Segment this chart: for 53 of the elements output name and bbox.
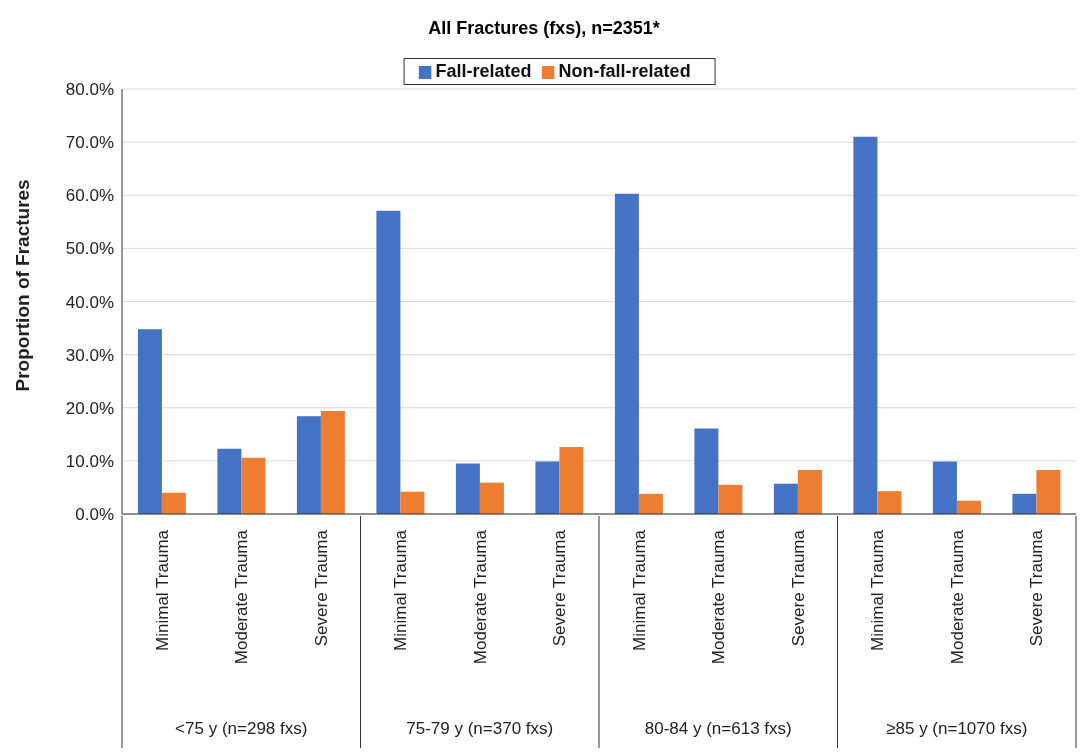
y-tick-label: 20.0%	[65, 398, 114, 418]
bar	[638, 493, 663, 514]
bar	[956, 500, 981, 514]
y-tick-label: 30.0%	[65, 345, 114, 365]
y-tick-label: 0.0%	[75, 505, 114, 525]
bar	[376, 210, 401, 514]
x-tick-label: Severe Trauma	[550, 529, 570, 647]
y-tick-label: 60.0%	[65, 186, 114, 206]
bar	[296, 416, 321, 514]
text: <75 y (n=298 fxs)	[175, 719, 308, 738]
x-tick-label: Moderate Trauma	[947, 529, 967, 665]
bar	[535, 461, 560, 514]
bar	[1036, 469, 1061, 514]
x-tick-label: Severe Trauma	[788, 529, 808, 647]
x-tick-label: Minimal Trauma	[629, 529, 649, 651]
bar	[161, 492, 186, 514]
x-tick-label: Minimal Trauma	[152, 529, 172, 651]
legend-label: Non-fall-related	[558, 61, 691, 81]
bar	[932, 461, 957, 514]
legend-label: Fall-related	[435, 61, 532, 81]
bar	[217, 448, 242, 514]
bar	[1012, 493, 1037, 514]
bar	[137, 329, 162, 514]
y-axis-title: Proportion of Fractures	[11, 179, 33, 392]
text: 75-79 y (n=370 fxs)	[406, 719, 554, 738]
chart-title: All Fractures (fxs), n=2351*	[427, 17, 661, 40]
bar	[797, 469, 822, 514]
x-tick-label: Severe Trauma	[311, 529, 331, 647]
y-tick-label: 70.0%	[65, 133, 114, 153]
text: 80-84 y (n=613 fxs)	[644, 719, 792, 738]
bar	[320, 410, 345, 514]
bar	[773, 483, 798, 514]
bar	[400, 491, 425, 514]
bar	[241, 457, 266, 514]
x-tick-label: Moderate Trauma	[709, 529, 729, 665]
bar	[718, 484, 743, 514]
bar	[455, 463, 480, 514]
y-tick-label: 80.0%	[65, 80, 114, 100]
y-tick-label: 50.0%	[65, 239, 114, 259]
x-tick-label: Minimal Trauma	[868, 529, 888, 651]
text: ≥85 y (n=1070 fxs)	[886, 719, 1028, 738]
x-tick-label: Moderate Trauma	[232, 529, 252, 665]
bar	[479, 482, 504, 514]
x-tick-label: Severe Trauma	[1027, 529, 1047, 647]
bar	[853, 136, 878, 514]
bar	[559, 447, 584, 514]
bar	[694, 428, 719, 514]
bar	[614, 193, 639, 514]
y-tick-label: 40.0%	[65, 292, 114, 312]
y-tick-label: 10.0%	[65, 451, 114, 471]
x-tick-label: Minimal Trauma	[391, 529, 411, 651]
x-tick-label: Moderate Trauma	[470, 529, 490, 665]
bar	[877, 491, 902, 514]
